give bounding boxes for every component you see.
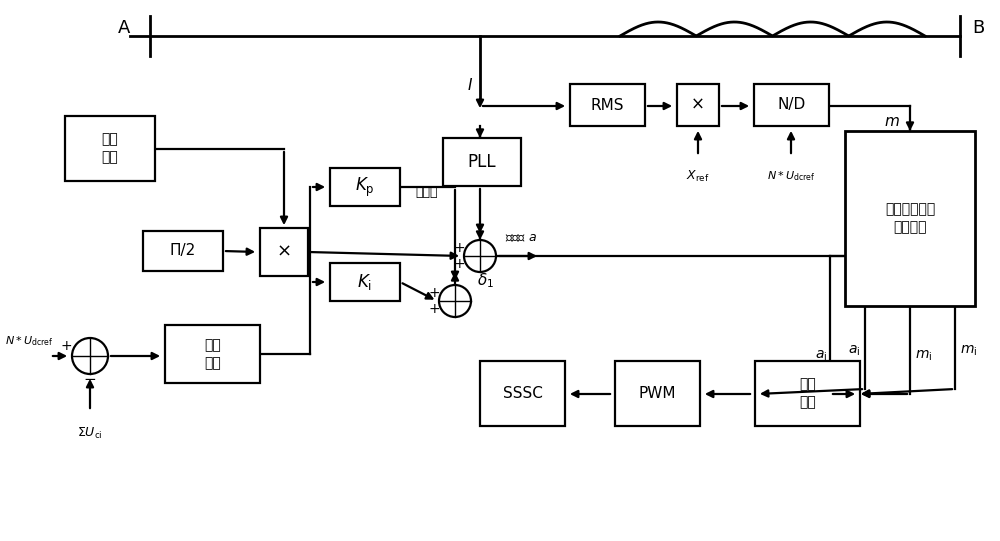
Bar [330,168,400,206]
Text: +: + [428,302,440,316]
Text: B: B [972,19,984,37]
Text: −: − [84,373,96,387]
Text: +: + [60,339,72,353]
Bar [143,231,223,271]
Text: 解锁
环节: 解锁 环节 [204,338,221,370]
Text: Π/2: Π/2 [170,243,196,259]
Bar [845,131,975,306]
Text: 电容电压平衡
控制逻辑: 电容电压平衡 控制逻辑 [885,202,935,235]
Bar [677,84,719,126]
Bar [754,84,829,126]
Circle shape [439,285,471,317]
Bar [260,228,308,276]
Text: $m_{\mathrm{i}}$: $m_{\mathrm{i}}$ [915,349,932,363]
Text: I: I [468,78,472,94]
Text: 触发角 $a$: 触发角 $a$ [505,231,537,244]
Text: +: + [453,241,465,255]
Text: 运行
模式: 运行 模式 [102,133,118,164]
Bar [480,361,565,426]
Text: SSSC: SSSC [503,386,542,401]
Circle shape [72,338,108,374]
Text: $m$: $m$ [884,114,900,129]
Bar [330,263,400,301]
Text: $\Sigma U_{\mathrm{ci}}$: $\Sigma U_{\mathrm{ci}}$ [77,426,103,441]
Text: 限幅
环节: 限幅 环节 [799,377,816,410]
Text: PLL: PLL [468,153,496,171]
Bar [615,361,700,426]
Text: RMS: RMS [591,97,624,113]
Text: PWM: PWM [639,386,676,401]
Bar [443,138,521,186]
Text: $m_{\mathrm{i}}$: $m_{\mathrm{i}}$ [960,344,977,358]
Text: $N*U_{\mathrm{dcref}}$: $N*U_{\mathrm{dcref}}$ [767,169,815,183]
Bar [570,84,645,126]
Circle shape [464,240,496,272]
Text: ×: × [691,96,705,114]
Bar [165,325,260,383]
Bar [755,361,860,426]
Text: $K_{\mathrm{p}}$: $K_{\mathrm{p}}$ [355,175,375,199]
Text: $a_{\mathrm{i}}$: $a_{\mathrm{i}}$ [848,344,860,358]
Text: 锁相角: 锁相角 [416,187,438,200]
Text: $N*U_{\mathrm{dcref}}$: $N*U_{\mathrm{dcref}}$ [5,334,54,348]
Text: $K_{\mathrm{i}}$: $K_{\mathrm{i}}$ [357,272,373,292]
Text: $a_{\mathrm{i}}$: $a_{\mathrm{i}}$ [815,349,827,363]
Text: +: + [453,257,465,271]
Text: ×: × [276,243,292,261]
Text: N/D: N/D [777,97,806,113]
Text: A: A [118,19,130,37]
Text: $\delta_1$: $\delta_1$ [477,272,494,291]
Text: +: + [428,286,440,300]
Bar [65,116,155,181]
Text: $X_{\mathrm{ref}}$: $X_{\mathrm{ref}}$ [686,169,710,184]
